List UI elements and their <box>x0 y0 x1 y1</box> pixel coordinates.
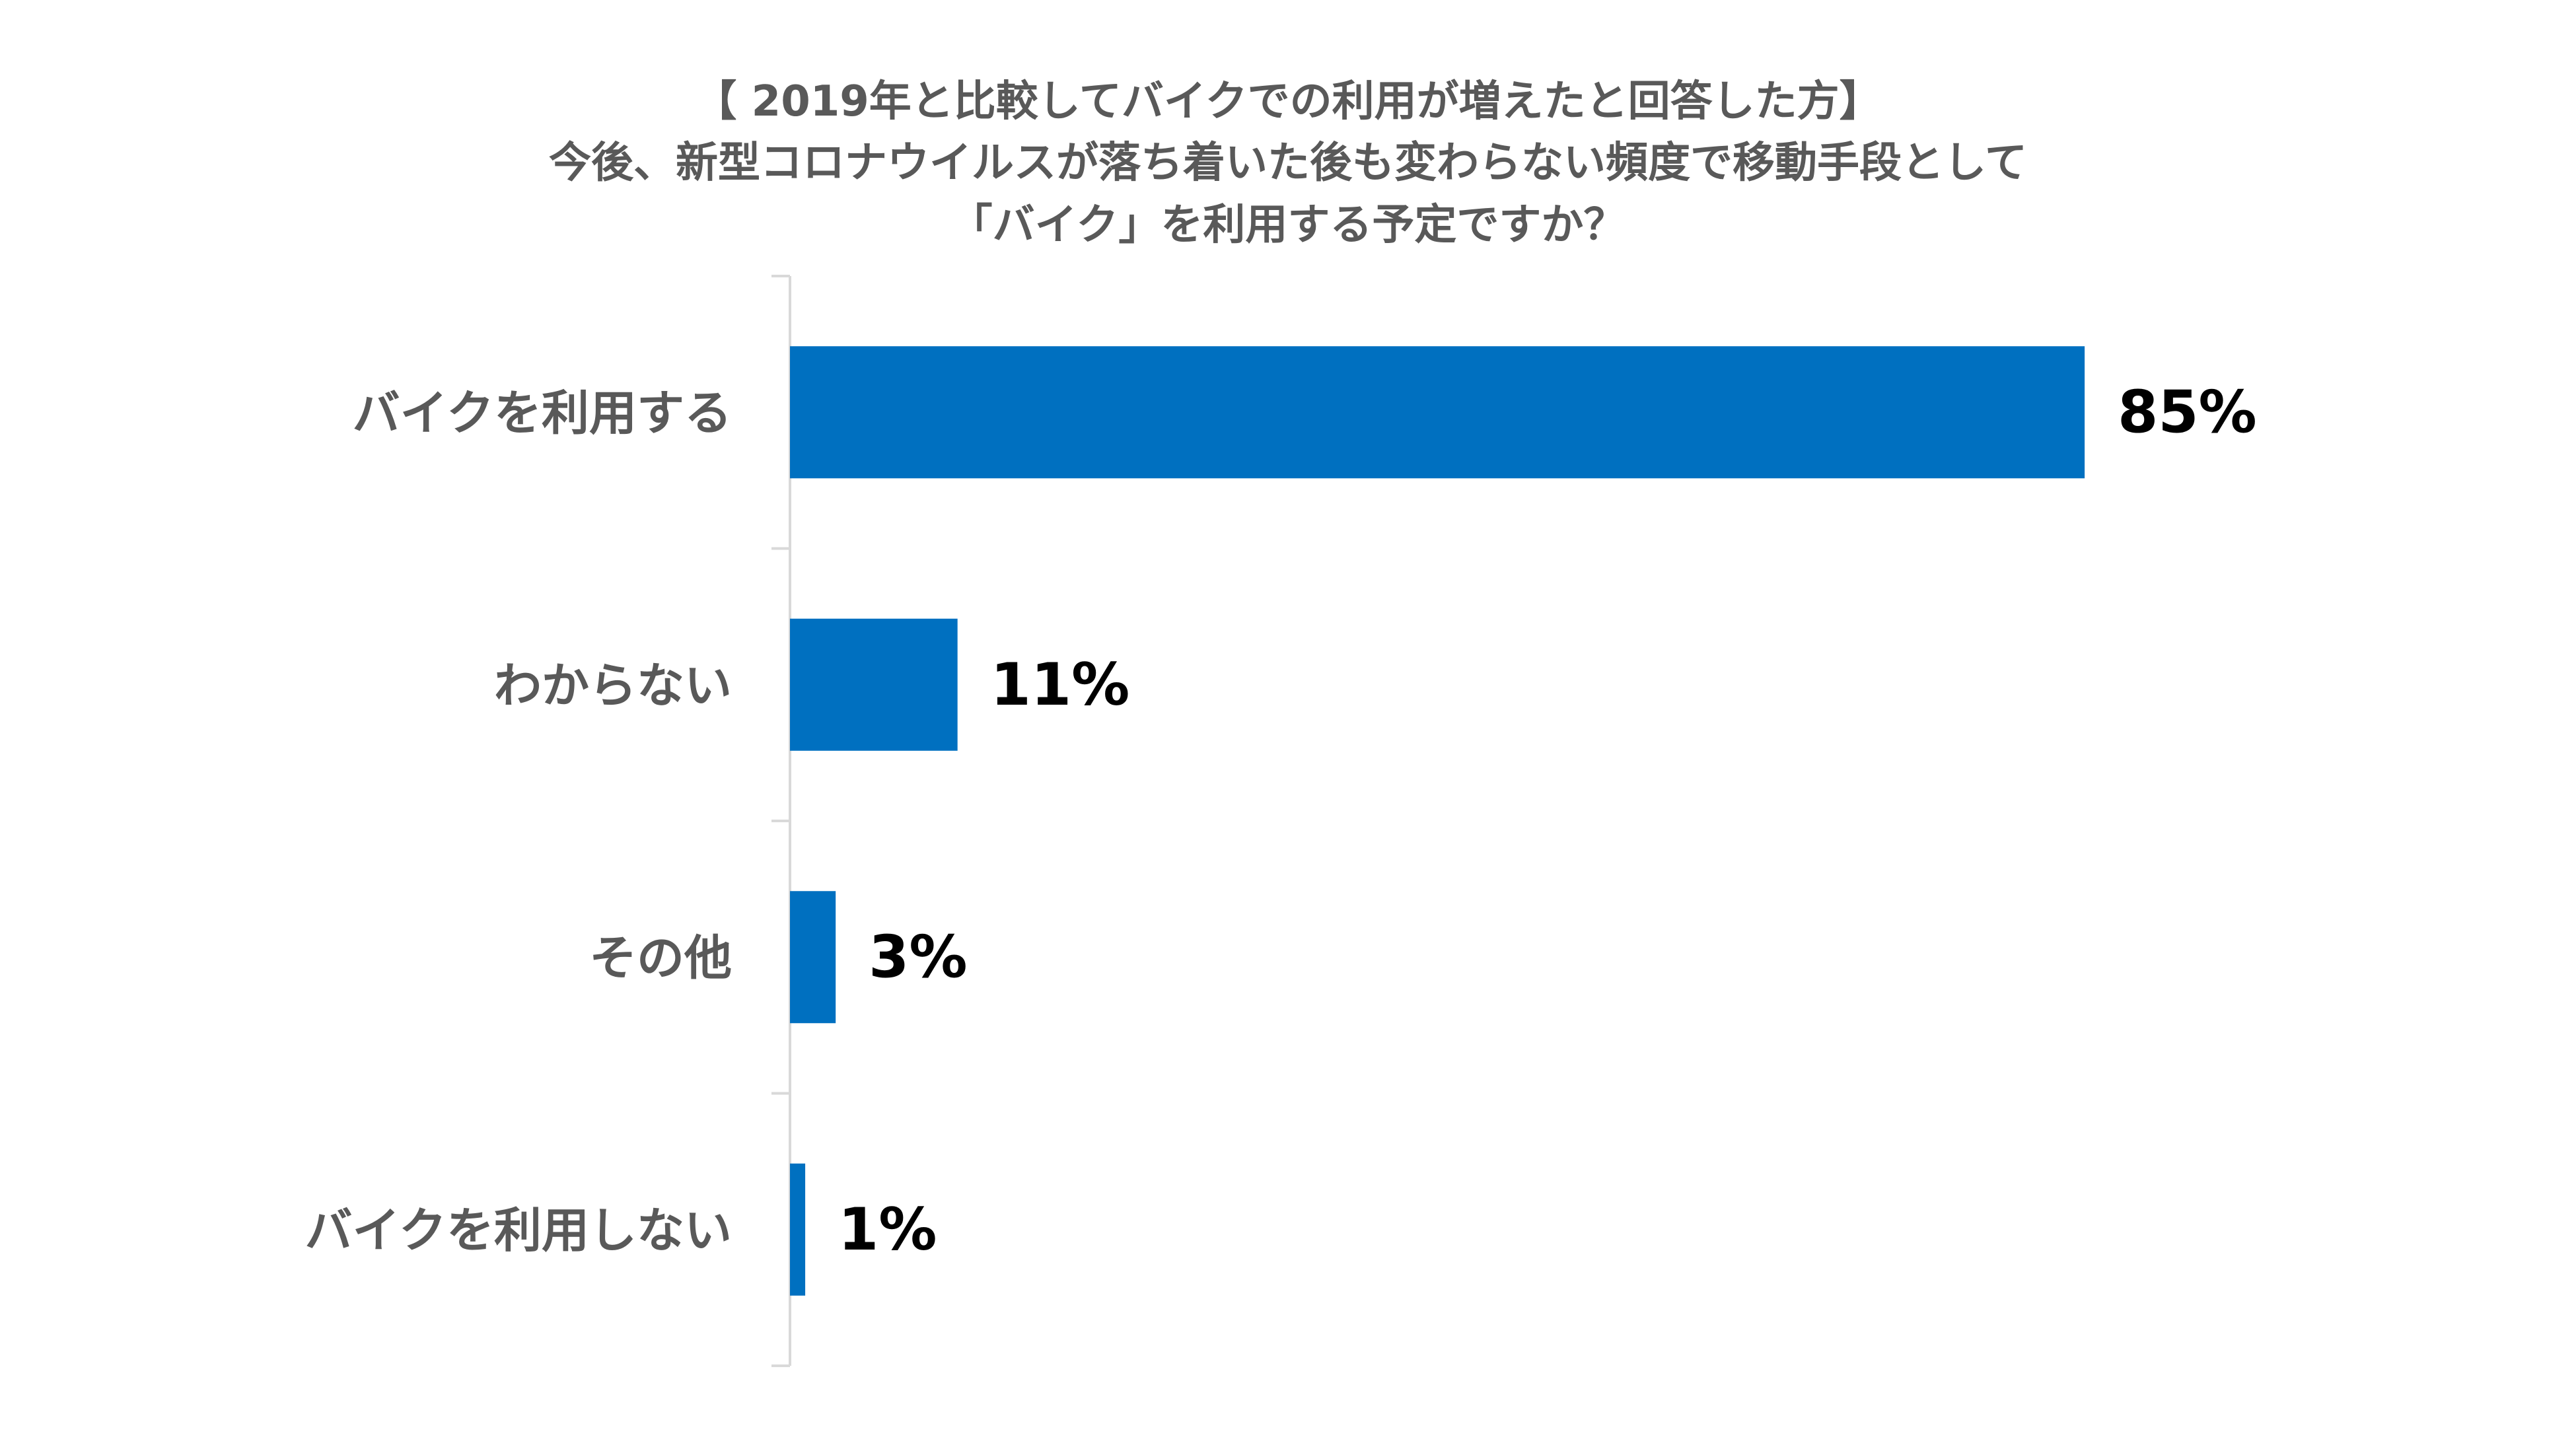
bar <box>790 618 958 751</box>
category-label: バイクを利用しない <box>304 1203 732 1258</box>
chart-title-line-2: 今後、新型コロナウイルスが落ち着いた後も変わらない頻度で移動手段として <box>549 139 2027 188</box>
data-label: 11% <box>991 651 1130 719</box>
bar <box>790 1163 806 1296</box>
value-labels: 85% 11% 3% 1% <box>838 378 2257 1263</box>
category-label: その他 <box>589 930 732 985</box>
category-label: わからない <box>494 658 732 713</box>
data-label: 3% <box>869 923 967 991</box>
chart-title-line-1: 【 2019年と比較してバイクでの利用が増えたと回答した方】 <box>694 77 1881 126</box>
data-label: 1% <box>838 1195 937 1263</box>
category-label: バイクを利用する <box>352 385 732 441</box>
bars <box>790 346 2085 1296</box>
chart-title: 【 2019年と比較してバイクでの利用が増えたと回答した方】 今後、新型コロナウ… <box>549 77 2027 250</box>
data-label: 85% <box>2118 378 2257 446</box>
bar <box>790 346 2085 479</box>
category-axis <box>771 275 791 1367</box>
chart-title-line-3: 「バイク」を利用する予定ですか？ <box>950 201 1626 250</box>
bar <box>790 891 836 1024</box>
